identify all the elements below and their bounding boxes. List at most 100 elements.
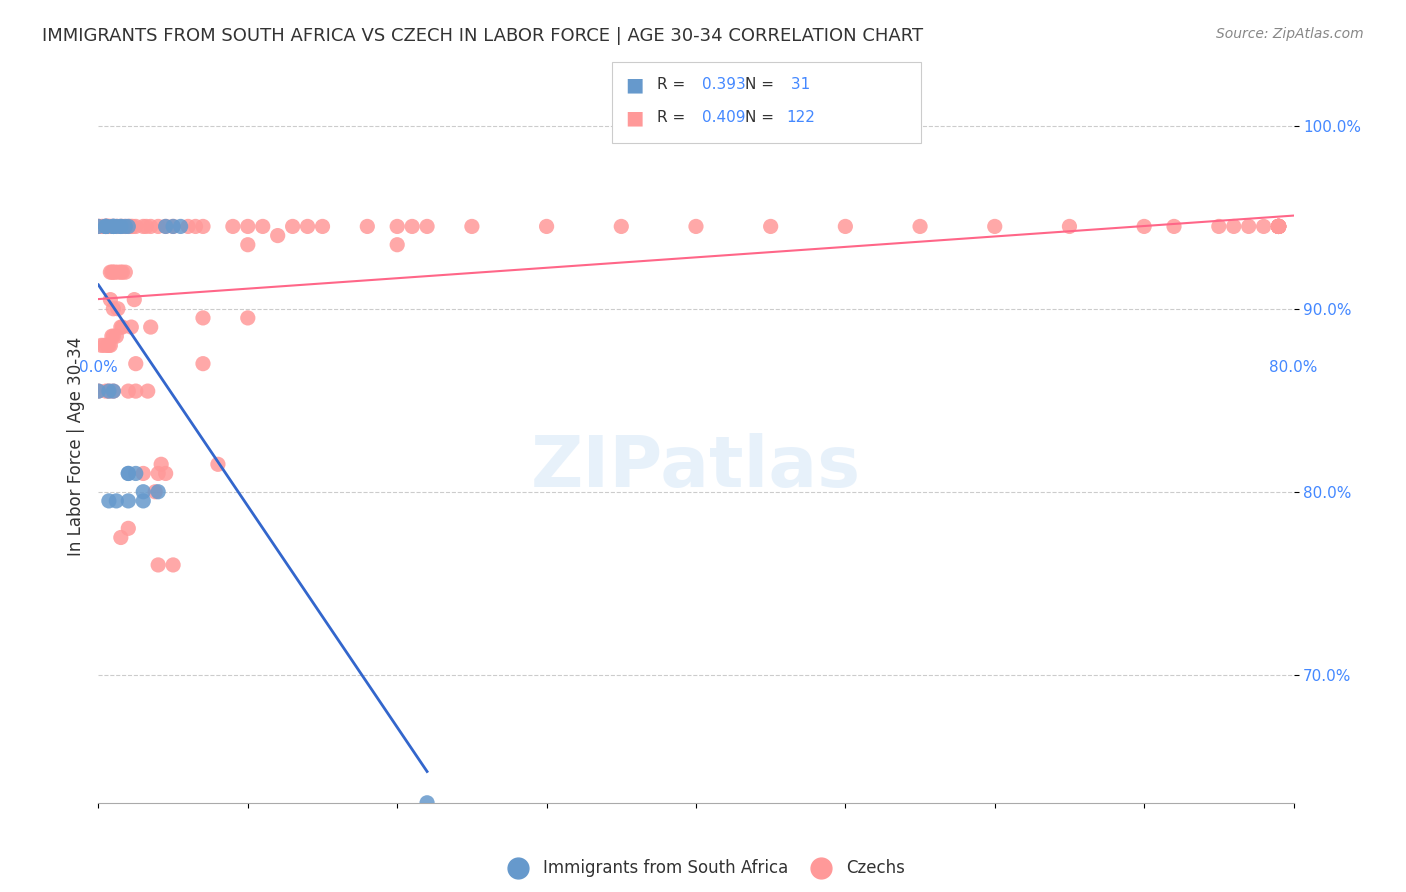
Point — [117, 494, 139, 508]
Point — [1237, 219, 1260, 234]
Point — [103, 301, 125, 316]
Point — [111, 265, 134, 279]
Point — [101, 265, 124, 279]
Point — [94, 219, 117, 234]
Point — [1267, 219, 1289, 234]
Point — [162, 219, 184, 234]
Point — [385, 237, 409, 252]
Point — [132, 484, 155, 499]
Point — [124, 293, 146, 307]
Point — [191, 219, 214, 234]
Point — [101, 329, 124, 343]
Point — [984, 219, 1007, 234]
Point — [125, 467, 148, 481]
Text: ■: ■ — [626, 108, 644, 128]
Text: 0.393: 0.393 — [702, 78, 745, 92]
Point — [1267, 219, 1289, 234]
Point — [125, 384, 148, 398]
Point — [105, 219, 128, 234]
Point — [94, 219, 117, 234]
Point — [103, 219, 125, 234]
Point — [416, 219, 439, 234]
Point — [252, 219, 274, 234]
Point — [93, 219, 115, 234]
Text: R =: R = — [657, 78, 690, 92]
Text: ZIPatlas: ZIPatlas — [531, 433, 860, 502]
Point — [236, 310, 259, 325]
Point — [97, 219, 120, 234]
Point — [117, 384, 139, 398]
Point — [416, 796, 439, 810]
Point — [105, 329, 128, 343]
Point — [103, 219, 125, 234]
Point — [908, 219, 931, 234]
Point — [125, 219, 148, 234]
Point — [96, 219, 118, 234]
Point — [125, 357, 148, 371]
Point — [117, 467, 139, 481]
Point — [1253, 219, 1275, 234]
Point — [98, 265, 122, 279]
Point — [94, 219, 117, 234]
Point — [401, 219, 423, 234]
Point — [87, 219, 110, 234]
Point — [1267, 219, 1289, 234]
Point — [155, 219, 177, 234]
Point — [110, 531, 132, 545]
Point — [132, 467, 155, 481]
Point — [1267, 219, 1289, 234]
Point — [97, 384, 120, 398]
Point — [96, 219, 118, 234]
Point — [120, 320, 142, 334]
Point — [97, 384, 120, 398]
Point — [97, 338, 120, 352]
Text: R =: R = — [657, 111, 690, 125]
Point — [139, 219, 162, 234]
Y-axis label: In Labor Force | Age 30-34: In Labor Force | Age 30-34 — [66, 336, 84, 556]
Text: 31: 31 — [786, 78, 810, 92]
Point — [121, 219, 143, 234]
Point — [1267, 219, 1289, 234]
Point — [117, 467, 139, 481]
Point — [236, 219, 259, 234]
Point — [97, 494, 120, 508]
Point — [155, 467, 177, 481]
Point — [111, 320, 134, 334]
Point — [155, 219, 177, 234]
Point — [110, 219, 132, 234]
Point — [103, 329, 125, 343]
Point — [281, 219, 304, 234]
Point — [107, 265, 129, 279]
Point — [87, 219, 110, 234]
Point — [93, 338, 115, 352]
Point — [184, 219, 207, 234]
Point — [685, 219, 707, 234]
Point — [132, 219, 155, 234]
Point — [148, 219, 170, 234]
Point — [385, 219, 409, 234]
Point — [162, 219, 184, 234]
Point — [103, 384, 125, 398]
Text: 0.0%: 0.0% — [79, 360, 118, 376]
Point — [1267, 219, 1289, 234]
Point — [1267, 219, 1289, 234]
Point — [114, 219, 136, 234]
Point — [162, 558, 184, 572]
Point — [267, 228, 290, 243]
Point — [1267, 219, 1289, 234]
Point — [1267, 219, 1289, 234]
Point — [103, 384, 125, 398]
Point — [136, 384, 159, 398]
Text: Source: ZipAtlas.com: Source: ZipAtlas.com — [1216, 27, 1364, 41]
Point — [90, 338, 112, 352]
Point — [120, 219, 142, 234]
Point — [135, 219, 157, 234]
Point — [139, 320, 162, 334]
Point — [169, 219, 191, 234]
Point — [1267, 219, 1289, 234]
Point — [94, 219, 117, 234]
Point — [1133, 219, 1156, 234]
Point — [148, 558, 170, 572]
Point — [94, 219, 117, 234]
Point — [87, 384, 110, 398]
